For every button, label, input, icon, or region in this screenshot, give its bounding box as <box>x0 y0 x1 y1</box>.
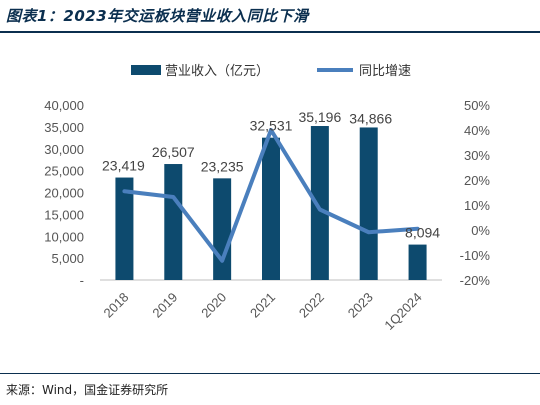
y-right-tick-label: 20% <box>464 173 490 188</box>
y-right-tick-label: 0% <box>471 223 490 238</box>
bar <box>408 244 427 280</box>
bar-value-label: 26,507 <box>152 144 195 160</box>
bar <box>213 178 232 280</box>
bar-series <box>115 126 427 281</box>
y-right-tick-label: 40% <box>464 123 490 138</box>
x-tick-label: 2022 <box>296 290 327 321</box>
y-left-tick-label: 30,000 <box>44 142 84 157</box>
legend-line-label: 同比增速 <box>359 64 411 79</box>
bar <box>310 126 329 280</box>
bar <box>164 164 183 280</box>
y-left-tick-label: 5,000 <box>51 251 84 266</box>
legend-bar-swatch <box>131 65 161 75</box>
x-tick-label: 2019 <box>149 290 180 321</box>
y-right-tick-label: -20% <box>460 273 491 288</box>
y-left-tick-label: - <box>80 273 84 288</box>
chart-title: 图表1：2023年交运板块营业收入同比下滑 <box>6 7 309 25</box>
bar-value-label: 32,531 <box>250 118 293 134</box>
x-tick-label: 2023 <box>345 290 376 321</box>
x-tick-label: 2020 <box>198 290 229 321</box>
y-right-tick-label: 10% <box>464 198 490 213</box>
y-left-tick-label: 10,000 <box>44 229 84 244</box>
bar <box>359 127 378 281</box>
bar-value-label: 34,866 <box>349 110 392 126</box>
line-series <box>122 128 420 263</box>
y-left-tick-label: 20,000 <box>44 186 84 201</box>
y-right-tick-label: 30% <box>464 148 490 163</box>
bar-value-label: 8,094 <box>405 225 440 241</box>
legend: 营业收入（亿元） 同比增速 <box>131 64 411 79</box>
bar <box>262 137 280 280</box>
x-tick-label: 1Q2024 <box>381 290 424 333</box>
x-tick-label: 2018 <box>100 290 131 321</box>
bar-value-label: 23,419 <box>102 158 145 174</box>
x-tick-label: 2021 <box>247 290 278 321</box>
legend-bar-label: 营业收入（亿元） <box>165 64 269 79</box>
bar-value-label: 23,235 <box>201 158 244 174</box>
bar-value-label: 35,196 <box>298 109 341 125</box>
data-labels: 23,419 26,507 23,235 32,531 35,196 34,866 8,09… <box>102 109 440 241</box>
y-left-tick-label: 40,000 <box>44 98 84 113</box>
y-left-tick-label: 15,000 <box>44 207 84 222</box>
source-note: 来源：Wind，国金证券研究所 <box>6 383 169 397</box>
y-right-tick-label: 50% <box>464 98 490 113</box>
title-rule <box>0 31 540 33</box>
y-right-tick-label: -10% <box>460 248 491 263</box>
y-left-tick-label: 25,000 <box>44 164 84 179</box>
chart: 营业收入（亿元） 同比增速 - 5,000 10,000 15,000 20,000 25… <box>44 64 491 333</box>
source-rule <box>0 373 540 374</box>
y-left-tick-label: 35,000 <box>44 120 84 135</box>
bar <box>115 177 134 280</box>
